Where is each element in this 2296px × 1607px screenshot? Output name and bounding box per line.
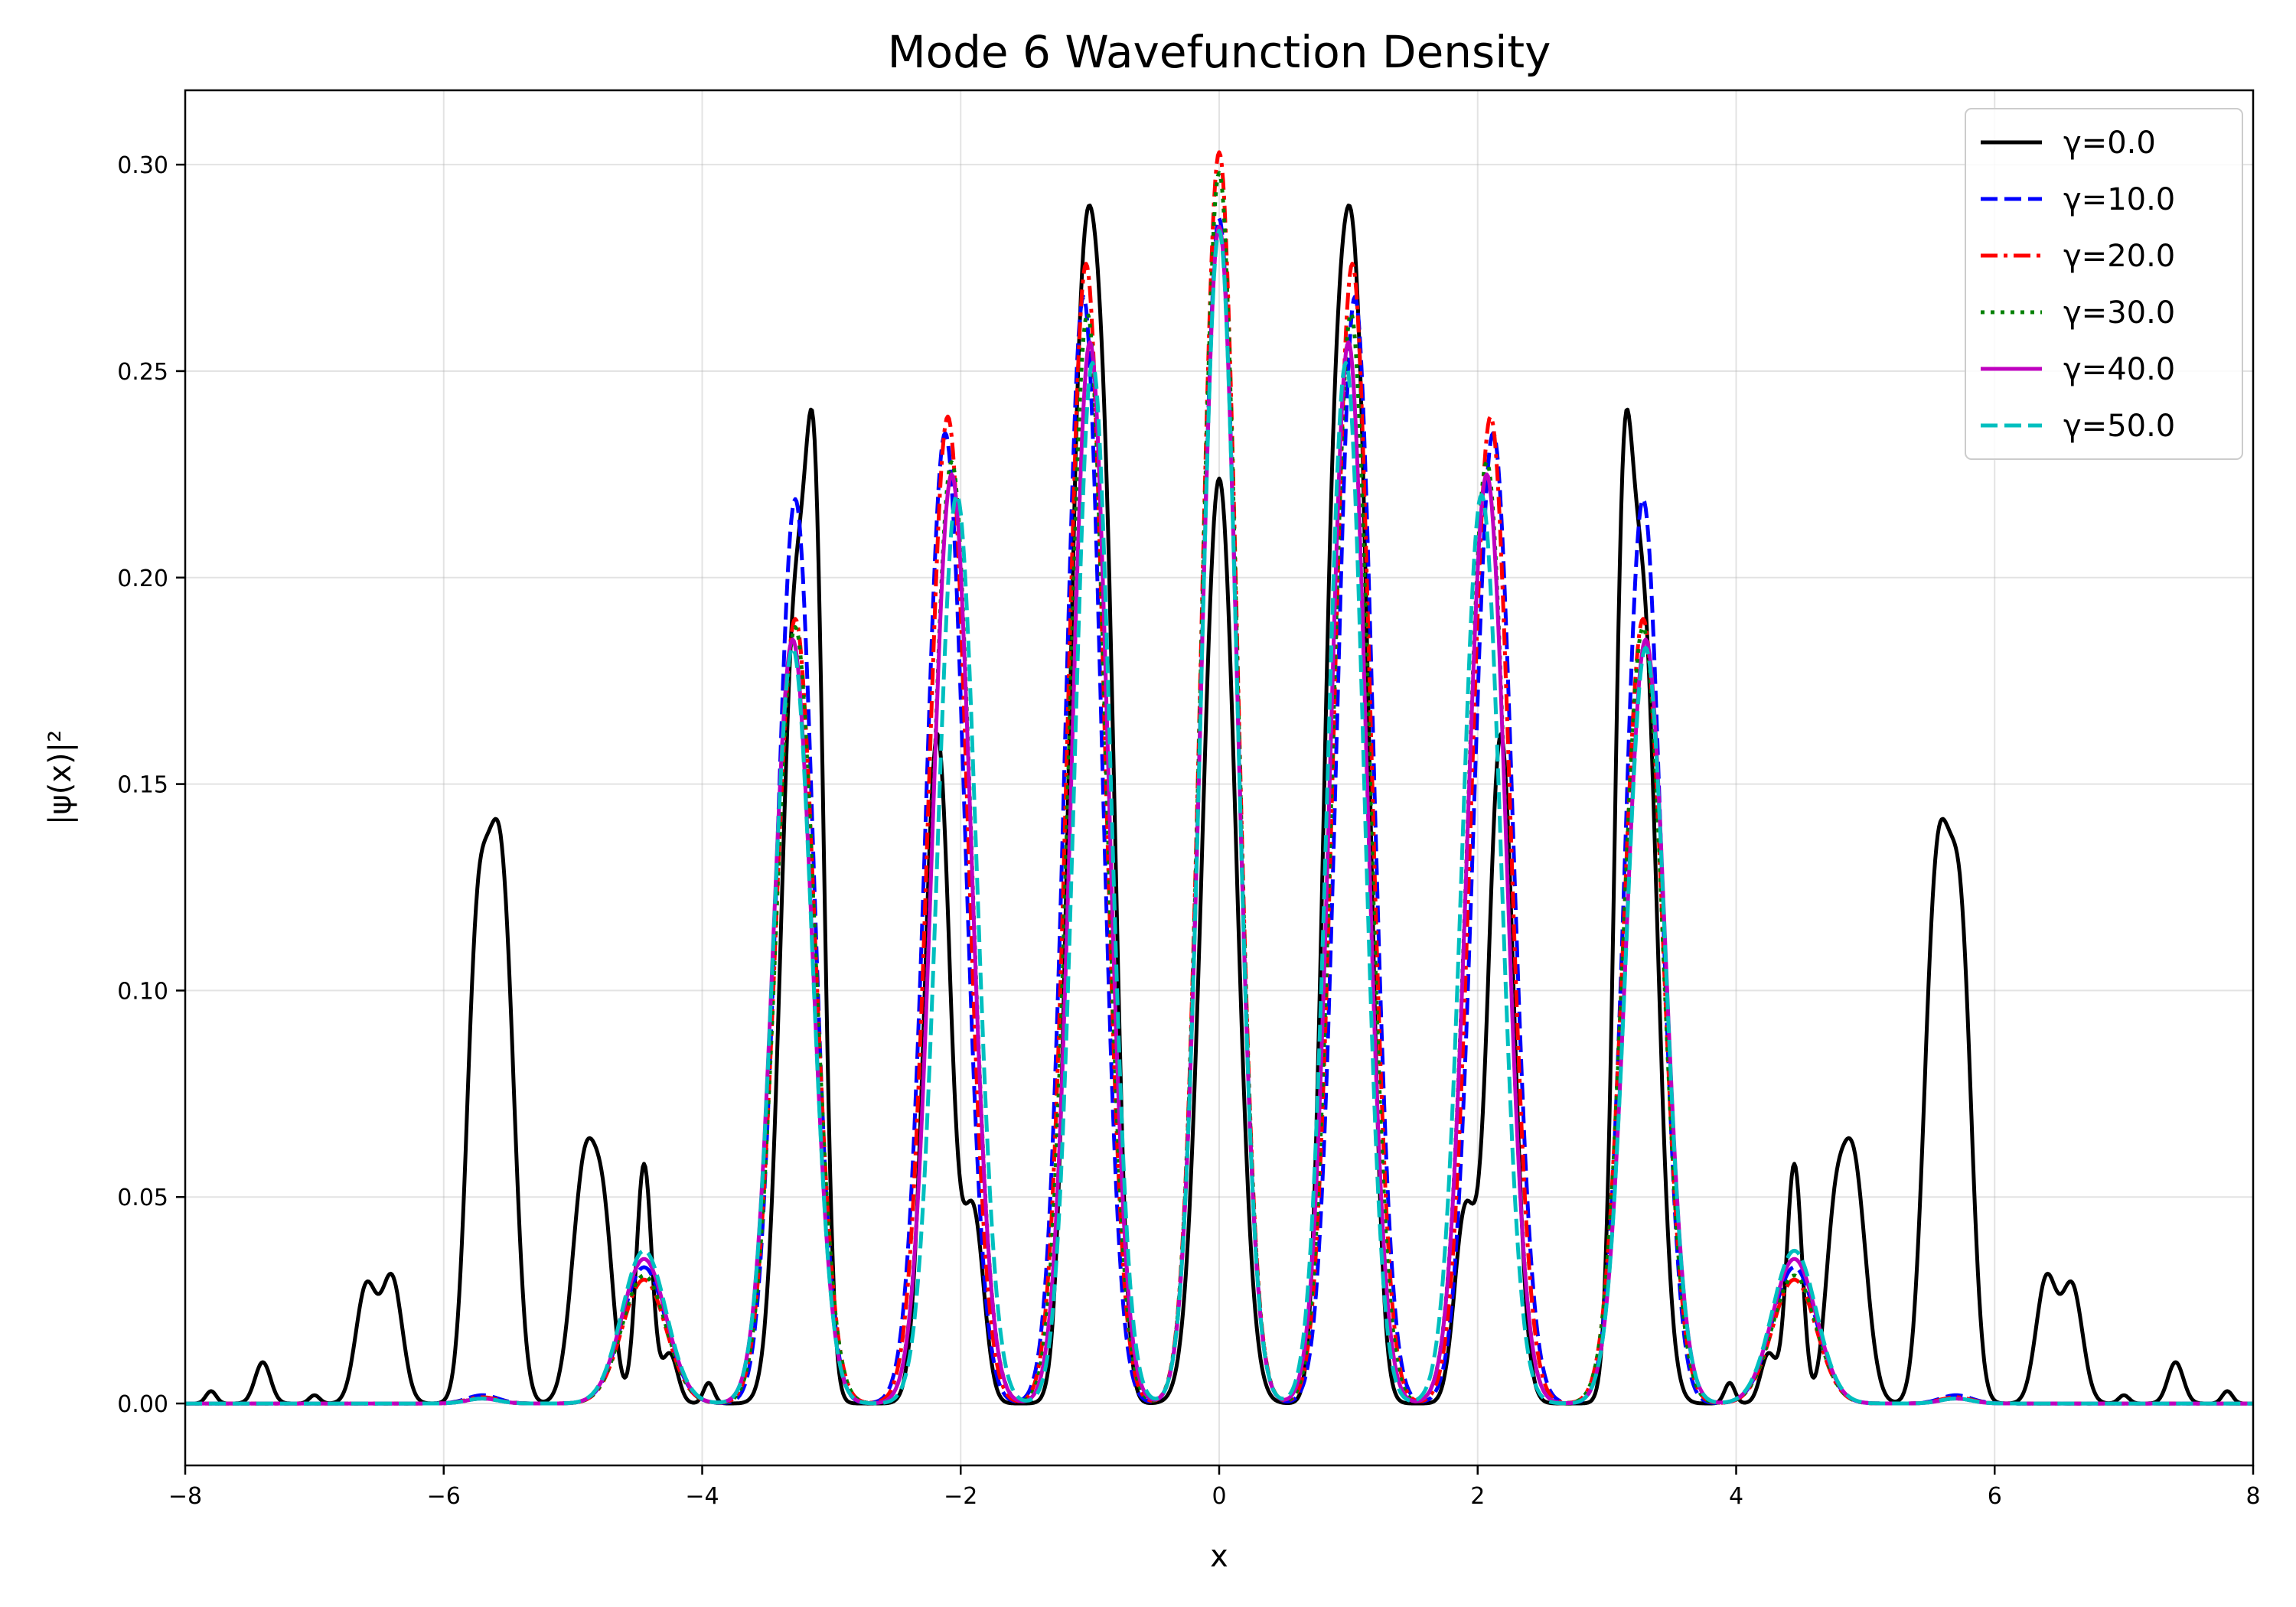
x-tick-label: 2	[1470, 1483, 1485, 1510]
legend-label: γ=10.0	[2063, 182, 2175, 217]
y-tick-label: 0.20	[117, 566, 168, 592]
legend-box	[1965, 108, 2243, 460]
x-axis-label: x	[1210, 1539, 1228, 1574]
series-line-5	[185, 229, 2253, 1406]
legend-label: γ=50.0	[2063, 409, 2175, 444]
x-tick-label: −4	[685, 1483, 719, 1510]
x-tick-label: 4	[1729, 1483, 1743, 1510]
legend-label: γ=30.0	[2063, 295, 2175, 331]
y-tick-label: 0.05	[117, 1185, 168, 1211]
ticks: −8 −6 −4 −2 0 2 4 6 8 0.00 0.05 0.10 0.15 0.20 0.25 0.3…	[117, 152, 2260, 1510]
y-tick-label: 0.10	[117, 978, 168, 1005]
y-tick-label: 0.15	[117, 772, 168, 799]
legend: γ=0.0 γ=10.0 γ=20.0 γ=30.0 γ=40.0 γ=50.0	[1965, 108, 2243, 460]
chart-title: Mode 6 Wavefunction Density	[888, 26, 1551, 78]
y-tick-label: 0.00	[117, 1391, 168, 1418]
x-tick-label: −8	[168, 1483, 202, 1510]
legend-label: γ=0.0	[2063, 125, 2156, 161]
x-tick-label: 6	[1988, 1483, 2002, 1510]
grid	[184, 90, 2254, 1465]
series-line-0	[185, 204, 2253, 1406]
legend-label: γ=40.0	[2063, 352, 2175, 387]
x-tick-label: −6	[427, 1483, 461, 1510]
x-tick-label: 8	[2245, 1483, 2260, 1510]
x-tick-label: −2	[944, 1483, 977, 1510]
legend-label: γ=20.0	[2063, 239, 2175, 274]
x-tick-label: 0	[1212, 1483, 1226, 1510]
y-tick-label: 0.30	[117, 152, 168, 179]
series-layer	[185, 150, 2253, 1406]
y-axis-label: |ψ(x)|²	[43, 730, 78, 825]
y-tick-label: 0.25	[117, 359, 168, 386]
